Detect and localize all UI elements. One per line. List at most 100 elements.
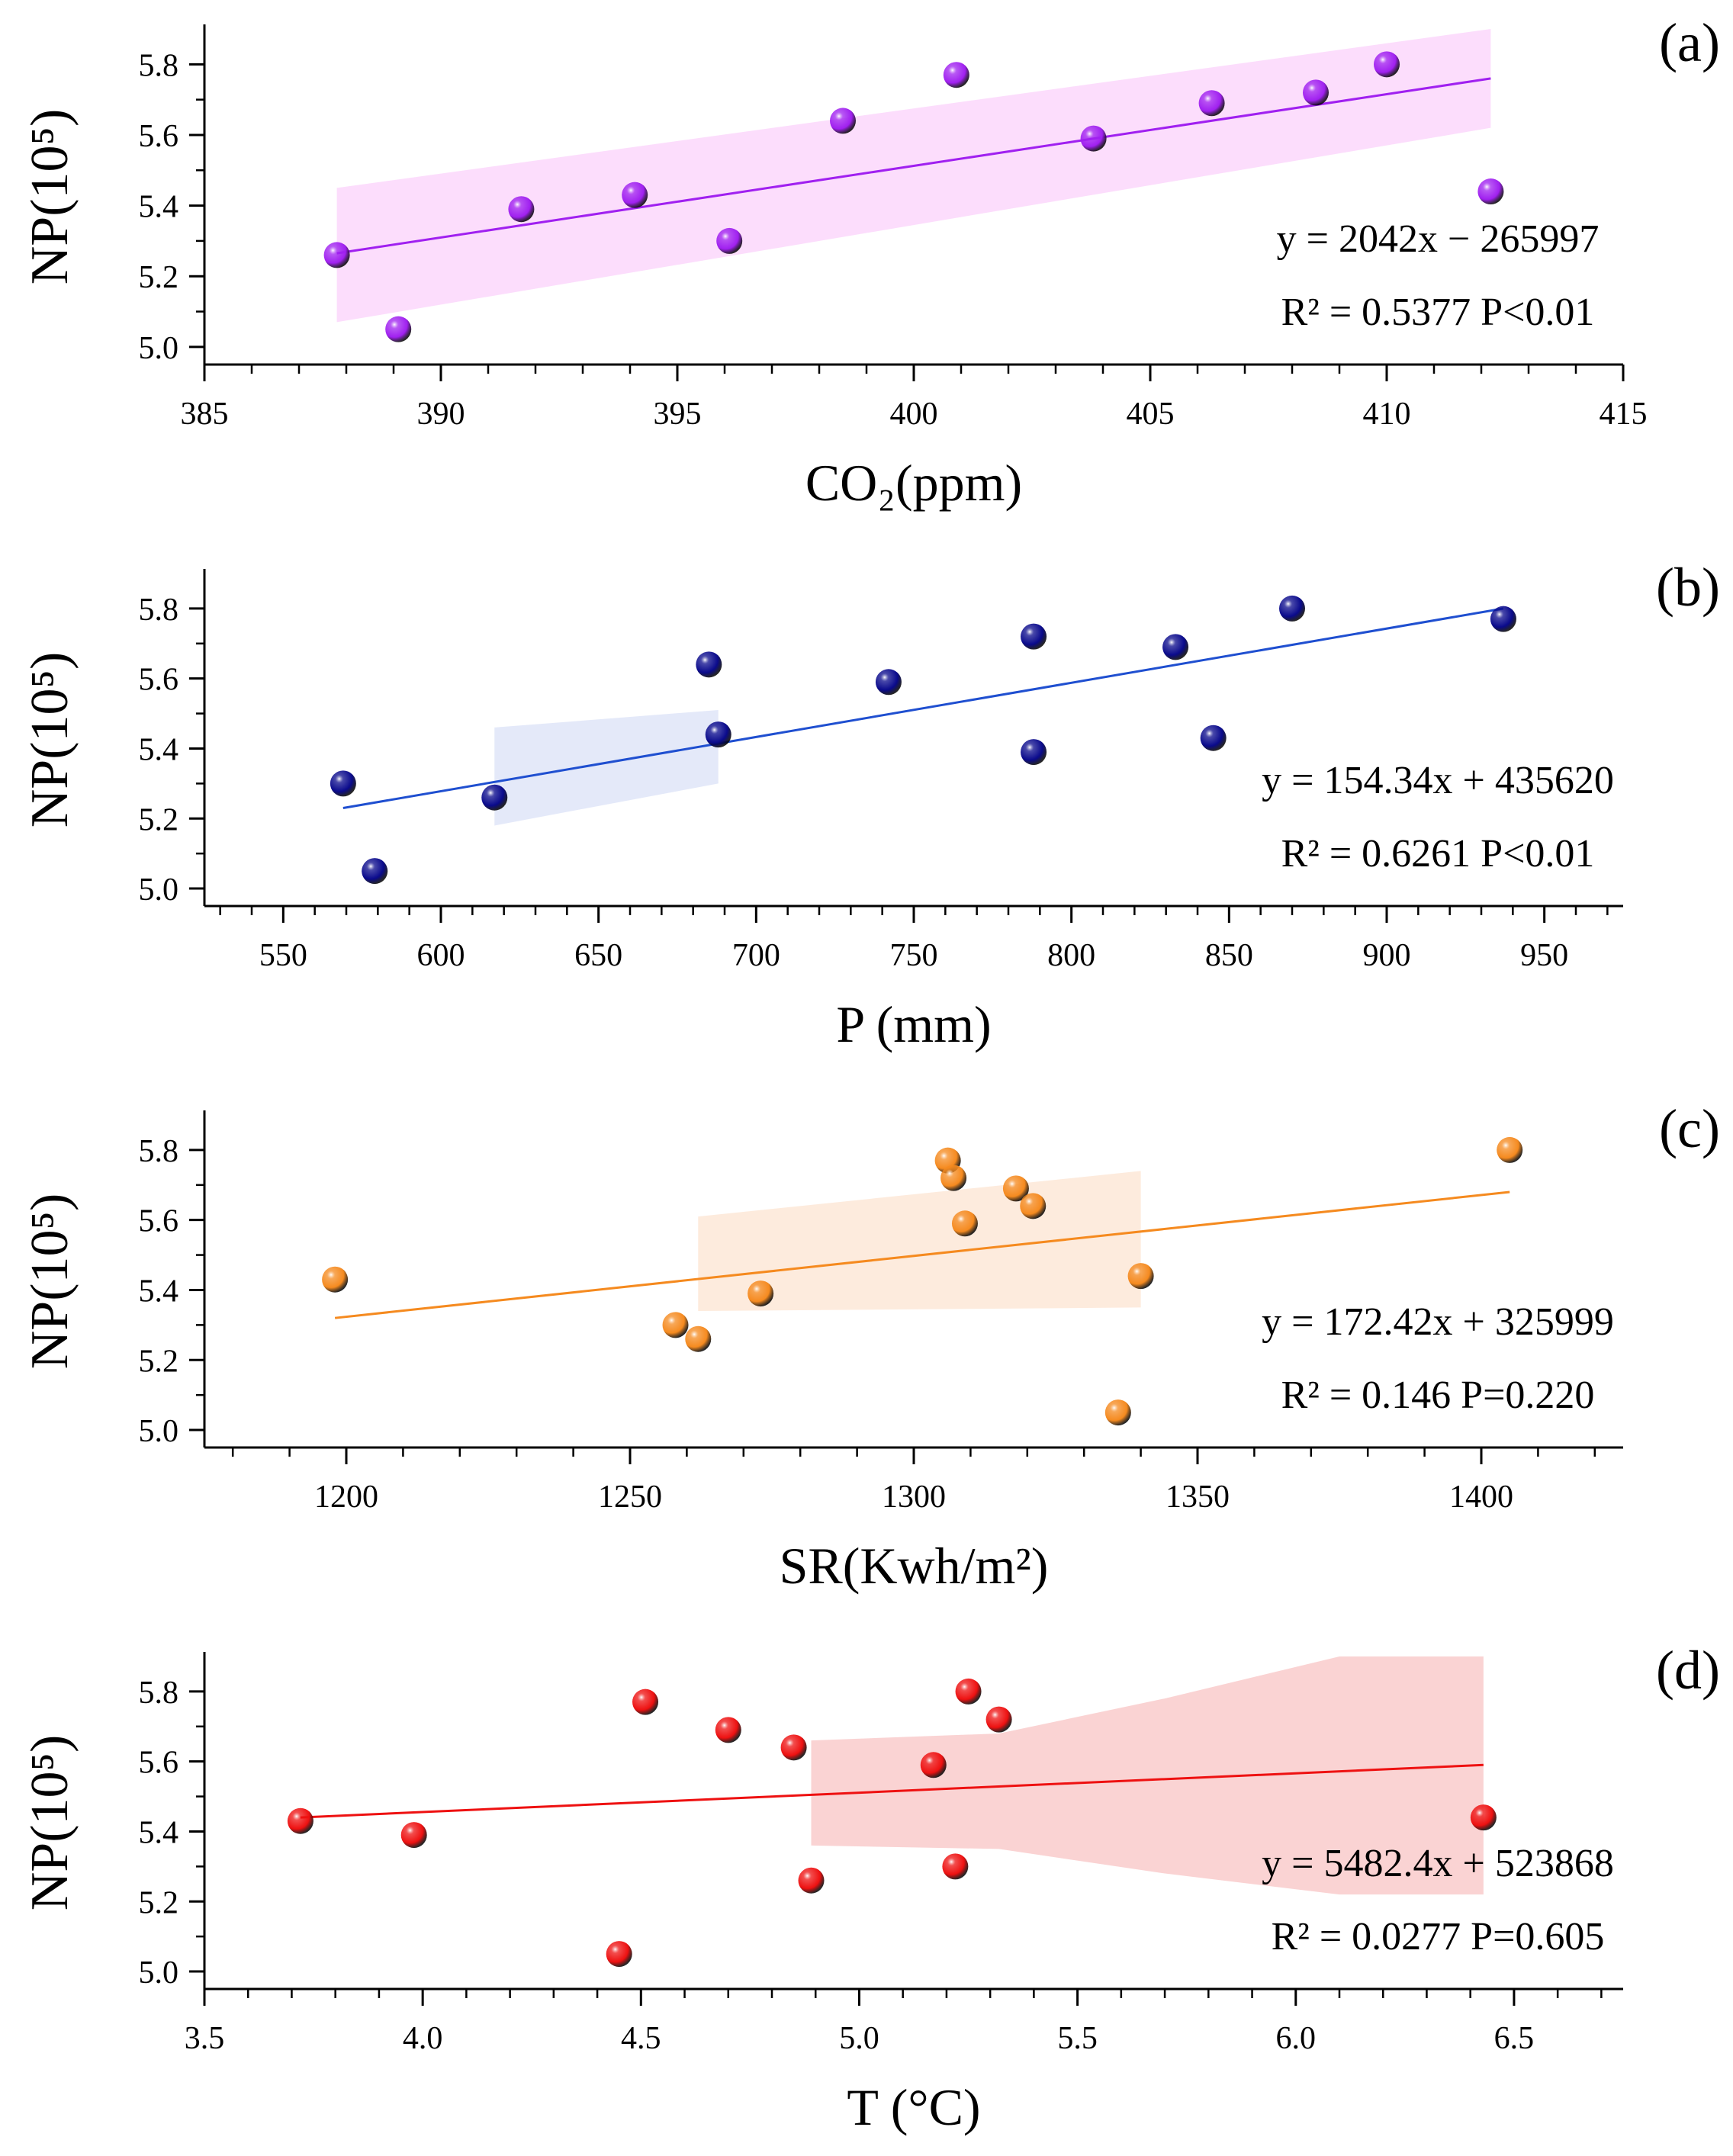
x-tick-label: 1250	[598, 1480, 662, 1515]
y-tick-label: 5.6	[139, 663, 179, 698]
data-point	[1020, 1193, 1047, 1219]
data-point	[632, 1688, 659, 1715]
panel-c: 1200 1250 1300 1350 1400 5.0 5.2 5.4 5.6 5.8 NP(10…	[21, 1098, 1720, 1595]
y-tick-label: 5.2	[139, 1344, 179, 1379]
x-tick-label: 750	[890, 938, 938, 973]
panel-d: 3.5 4.0 4.5 5.0 5.5 6.0 6.5 5.0 5.2 5.4 5.6 5.8 NP(1…	[21, 1640, 1720, 2136]
x-tick-label: 600	[417, 938, 465, 973]
data-point	[1162, 634, 1189, 660]
data-point	[705, 721, 731, 748]
x-axis-title: T (°C)	[847, 2078, 980, 2136]
panel-label: (b)	[1656, 557, 1720, 618]
data-point	[606, 1941, 632, 1968]
data-point	[685, 1325, 712, 1352]
y-tick-label: 5.0	[139, 1414, 179, 1449]
data-point	[622, 182, 648, 208]
data-point	[662, 1312, 689, 1338]
data-point	[1303, 79, 1329, 106]
regression-line	[334, 1190, 1510, 1319]
data-point	[1374, 51, 1400, 78]
x-tick-label: 400	[890, 397, 938, 432]
x-axis-title: P (mm)	[836, 995, 991, 1053]
x-tick-label: 385	[181, 397, 229, 432]
panel-b: 550 600 650 700 750 800 850 900 950 5.0 5.2 5.4 5.6 5…	[21, 557, 1720, 1053]
data-point	[1477, 178, 1504, 205]
data-point	[830, 108, 856, 134]
data-point	[1021, 623, 1047, 650]
x-tick-label: 6.5	[1494, 2021, 1535, 2056]
confidence-band	[336, 29, 1491, 323]
data-point	[780, 1734, 807, 1761]
x-tick-label: 650	[574, 938, 622, 973]
data-point	[920, 1752, 947, 1778]
x-axis-title: CO₂(ppm)	[805, 454, 1022, 512]
data-point	[1002, 1175, 1029, 1202]
x-tick-label: 800	[1047, 938, 1095, 973]
data-point	[715, 1717, 741, 1743]
y-axis-title: NP(10⁵)	[21, 1194, 79, 1370]
r-squared-text: R² = 0.6261 P<0.01	[1281, 832, 1595, 876]
data-point	[481, 784, 508, 811]
data-point	[985, 1706, 1012, 1733]
x-tick-label: 415	[1600, 397, 1648, 432]
x-tick-label: 4.0	[403, 2021, 443, 2056]
data-point	[1080, 125, 1107, 152]
y-tick-label: 5.6	[139, 1746, 179, 1781]
x-tick-label: 4.5	[621, 2021, 661, 2056]
regression-line	[336, 77, 1491, 255]
panel-a: 385 390 395 400 405 410 415 5.0 5.2 5.4 5.6 5.8 NP(1…	[21, 12, 1720, 512]
x-tick-label: 405	[1127, 397, 1175, 432]
x-tick-label: 850	[1205, 938, 1253, 973]
regression-equation: y = 154.34x + 435620	[1262, 759, 1614, 802]
regression-equation: y = 2042x − 265997	[1277, 217, 1600, 261]
y-tick-label: 5.4	[139, 732, 179, 767]
data-point	[1021, 739, 1047, 766]
data-point	[875, 669, 902, 696]
x-tick-label: 3.5	[185, 2021, 225, 2056]
data-point	[1470, 1804, 1497, 1831]
data-point	[748, 1280, 774, 1307]
x-tick-label: 1300	[882, 1480, 946, 1515]
data-point	[942, 1853, 969, 1880]
y-tick-label: 5.8	[139, 1134, 179, 1169]
data-point	[400, 1822, 427, 1849]
data-point	[1279, 595, 1305, 622]
r-squared-text: R² = 0.146 P=0.220	[1281, 1374, 1595, 1417]
data-point	[1127, 1263, 1154, 1290]
data-point	[716, 227, 743, 254]
y-tick-label: 5.8	[139, 48, 179, 83]
data-point	[696, 651, 722, 678]
y-tick-label: 5.2	[139, 260, 179, 295]
y-axis-title: NP(10⁵)	[21, 109, 79, 285]
x-tick-label: 700	[732, 938, 780, 973]
data-point	[940, 1165, 967, 1191]
confidence-band	[811, 1656, 1484, 1895]
y-tick-label: 5.2	[139, 1885, 179, 1920]
y-tick-label: 5.0	[139, 872, 179, 908]
data-point	[955, 1678, 982, 1705]
y-tick-label: 5.0	[139, 1955, 179, 1991]
y-tick-label: 5.4	[139, 1815, 179, 1850]
confidence-band	[494, 709, 719, 826]
data-point	[1198, 90, 1225, 117]
x-tick-label: 410	[1363, 397, 1411, 432]
data-point	[323, 242, 350, 268]
x-tick-label: 5.5	[1057, 2021, 1098, 2056]
y-tick-label: 5.4	[139, 1274, 179, 1309]
data-point	[1490, 606, 1516, 632]
y-axis-title: NP(10⁵)	[21, 652, 79, 828]
y-tick-label: 5.2	[139, 802, 179, 837]
x-tick-label: 5.0	[839, 2021, 879, 2056]
x-tick-label: 1400	[1449, 1480, 1513, 1515]
y-tick-label: 5.4	[139, 190, 179, 225]
x-tick-label: 390	[417, 397, 465, 432]
panel-label: (c)	[1659, 1098, 1720, 1159]
x-tick-label: 950	[1520, 938, 1568, 973]
panel-label: (a)	[1659, 12, 1720, 73]
x-tick-label: 6.0	[1276, 2021, 1317, 2056]
data-point	[1200, 725, 1227, 751]
y-axis-title: NP(10⁵)	[21, 1735, 79, 1911]
regression-equation: y = 5482.4x + 523868	[1262, 1842, 1614, 1885]
data-point	[322, 1266, 349, 1293]
